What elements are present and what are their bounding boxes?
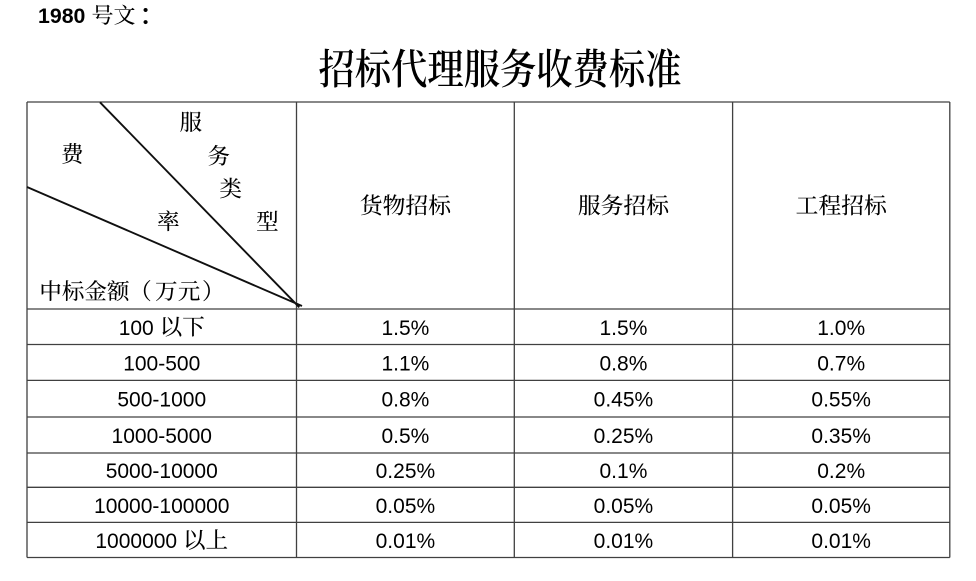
svg-text:0.5%: 0.5% — [381, 425, 429, 448]
svg-text:0.7%: 0.7% — [817, 352, 865, 375]
svg-text:0.05%: 0.05% — [811, 495, 871, 518]
svg-text:0.8%: 0.8% — [381, 389, 429, 412]
svg-text:0.01%: 0.01% — [376, 530, 436, 553]
svg-text:100: 100 — [119, 317, 154, 340]
svg-text:0.05%: 0.05% — [376, 495, 436, 518]
svg-text:1980: 1980 — [38, 4, 85, 28]
svg-text:0.8%: 0.8% — [600, 352, 648, 375]
svg-text:0.01%: 0.01% — [594, 530, 654, 553]
svg-text:0.1%: 0.1% — [600, 460, 648, 483]
svg-text:1000000: 1000000 — [95, 530, 177, 553]
svg-text:0.35%: 0.35% — [811, 425, 871, 448]
svg-text:1.5%: 1.5% — [381, 317, 429, 340]
svg-text:10000-100000: 10000-100000 — [94, 495, 229, 518]
svg-text:0.45%: 0.45% — [594, 389, 654, 412]
svg-text:0.25%: 0.25% — [376, 460, 436, 483]
svg-text:1.5%: 1.5% — [600, 317, 648, 340]
svg-text:0.55%: 0.55% — [811, 389, 871, 412]
svg-text:100-500: 100-500 — [123, 352, 200, 375]
svg-text:5000-10000: 5000-10000 — [106, 460, 218, 483]
svg-text:1.1%: 1.1% — [381, 352, 429, 375]
svg-text:1.0%: 1.0% — [817, 317, 865, 340]
svg-text:500-1000: 500-1000 — [117, 389, 206, 412]
svg-text:1000-5000: 1000-5000 — [112, 425, 212, 448]
svg-text:0.25%: 0.25% — [594, 425, 654, 448]
svg-text:0.2%: 0.2% — [817, 460, 865, 483]
svg-text:0.01%: 0.01% — [811, 530, 871, 553]
svg-text:0.05%: 0.05% — [594, 495, 654, 518]
